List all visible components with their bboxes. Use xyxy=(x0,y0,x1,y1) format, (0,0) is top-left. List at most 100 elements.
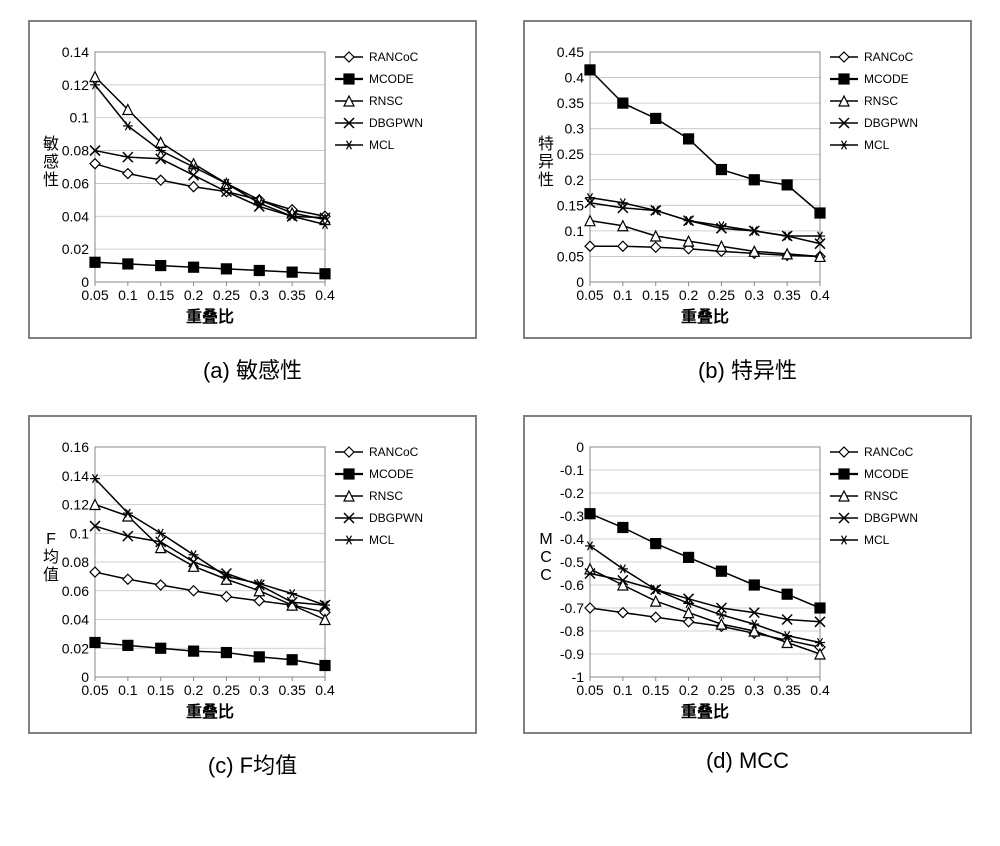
legend-label-rnsc: RNSC xyxy=(369,94,403,108)
x-tick-label: 0.15 xyxy=(147,682,174,698)
legend-label-rancoc: RANCoC xyxy=(864,445,914,459)
y-tick-label: 0.12 xyxy=(62,497,89,513)
y-tick-label: 0.1 xyxy=(70,525,90,541)
marker-rnsc xyxy=(651,596,661,606)
x-tick-label: 0.1 xyxy=(118,682,138,698)
marker-rancoc xyxy=(90,159,100,169)
y-tick-label: 0.14 xyxy=(62,468,89,484)
legend-label-mcode: MCODE xyxy=(864,72,909,86)
legend-label-dbgpwn: DBGPWN xyxy=(864,116,918,130)
panel-d: -1-0.9-0.8-0.7-0.6-0.5-0.4-0.3-0.2-0.100… xyxy=(515,415,980,780)
chart-svg: 00.020.040.060.080.10.120.140.160.050.10… xyxy=(35,427,465,727)
x-tick-label: 0.05 xyxy=(81,682,108,698)
marker-mcode xyxy=(815,603,825,613)
marker-rnsc xyxy=(585,564,595,574)
legend-label-rnsc: RNSC xyxy=(864,489,898,503)
marker-mcode xyxy=(90,257,100,267)
x-tick-label: 0.2 xyxy=(184,682,204,698)
series-line-mcode xyxy=(590,70,820,213)
marker-mcode xyxy=(684,552,694,562)
marker-mcode xyxy=(782,589,792,599)
y-tick-label: -0.9 xyxy=(560,646,584,662)
legend-label-mcode: MCODE xyxy=(864,467,909,481)
x-tick-label: 0.25 xyxy=(708,682,735,698)
marker-mcode xyxy=(716,165,726,175)
y-tick-label: 0.04 xyxy=(62,208,89,224)
y-tick-label: -0.7 xyxy=(560,600,584,616)
x-tick-label: 0.15 xyxy=(147,287,174,303)
marker-mcode xyxy=(189,262,199,272)
marker-rancoc xyxy=(651,612,661,622)
x-tick-label: 0.2 xyxy=(679,682,699,698)
y-tick-label: 0.12 xyxy=(62,77,89,93)
marker-mcode xyxy=(618,523,628,533)
marker-mcode xyxy=(651,539,661,549)
y-axis-title: F均值 xyxy=(43,531,59,584)
marker-rancoc xyxy=(254,596,264,606)
y-tick-label: -0.8 xyxy=(560,623,584,639)
marker-mcode xyxy=(320,661,330,671)
y-tick-label: 0.1 xyxy=(565,223,585,239)
marker-mcode xyxy=(782,180,792,190)
marker-rancoc xyxy=(618,608,628,618)
x-tick-label: 0.35 xyxy=(279,287,306,303)
marker-rancoc xyxy=(684,617,694,627)
x-tick-label: 0.1 xyxy=(613,682,633,698)
marker-mcode xyxy=(287,655,297,665)
x-tick-label: 0.4 xyxy=(315,682,335,698)
y-tick-label: 0.3 xyxy=(565,121,585,137)
y-tick-label: 0.35 xyxy=(557,95,584,111)
marker-rnsc xyxy=(90,72,100,82)
x-tick-label: 0.3 xyxy=(745,682,765,698)
legend-label-rancoc: RANCoC xyxy=(369,50,419,64)
y-tick-label: 0.06 xyxy=(62,175,89,191)
y-tick-label: 0.06 xyxy=(62,583,89,599)
marker-rancoc xyxy=(585,603,595,613)
legend-label-dbgpwn: DBGPWN xyxy=(864,511,918,525)
legend-label-mcl: MCL xyxy=(864,533,890,547)
x-tick-label: 0.3 xyxy=(250,287,270,303)
x-tick-label: 0.25 xyxy=(213,682,240,698)
marker-mcode xyxy=(585,509,595,519)
series-line-mcl xyxy=(95,479,325,606)
y-tick-label: -0.6 xyxy=(560,577,584,593)
marker-dbgpwn xyxy=(189,170,199,180)
legend-label-mcode: MCODE xyxy=(369,467,414,481)
panel-caption: (c) F均值 xyxy=(208,748,297,780)
chart-box: 00.050.10.150.20.250.30.350.40.450.050.1… xyxy=(523,20,972,339)
legend-label-mcode: MCODE xyxy=(369,72,414,86)
marker-mcode xyxy=(123,259,133,269)
chart-svg: -1-0.9-0.8-0.7-0.6-0.5-0.4-0.3-0.2-0.100… xyxy=(530,427,960,727)
y-tick-label: 0.02 xyxy=(62,640,89,656)
legend-label-rnsc: RNSC xyxy=(369,489,403,503)
y-tick-label: 0.4 xyxy=(565,70,585,86)
marker-mcode xyxy=(320,269,330,279)
x-tick-label: 0.3 xyxy=(745,287,765,303)
x-axis-title: 重叠比 xyxy=(681,702,729,721)
marker-rancoc xyxy=(221,592,231,602)
marker-rancoc xyxy=(585,241,595,251)
y-tick-label: 0.2 xyxy=(565,172,585,188)
chart-svg: 00.020.040.060.080.10.120.140.050.10.150… xyxy=(35,32,465,332)
marker-mcode xyxy=(221,648,231,658)
legend-label-mcl: MCL xyxy=(369,138,395,152)
x-axis-title: 重叠比 xyxy=(186,702,234,721)
x-tick-label: 0.4 xyxy=(315,287,335,303)
y-tick-label: 0.08 xyxy=(62,143,89,159)
y-tick-label: 0 xyxy=(576,439,584,455)
panel-caption: (b) 特异性 xyxy=(698,353,797,385)
x-tick-label: 0.05 xyxy=(576,287,603,303)
marker-mcode xyxy=(651,113,661,123)
y-tick-label: 0.05 xyxy=(557,248,584,264)
panel-caption: (a) 敏感性 xyxy=(203,353,302,385)
x-axis-title: 重叠比 xyxy=(681,307,729,326)
x-axis-title: 重叠比 xyxy=(186,307,234,326)
x-tick-label: 0.1 xyxy=(613,287,633,303)
y-tick-label: -0.5 xyxy=(560,554,584,570)
marker-mcode xyxy=(156,261,166,271)
legend-label-mcl: MCL xyxy=(369,533,395,547)
x-tick-label: 0.25 xyxy=(213,287,240,303)
marker-mcode xyxy=(716,566,726,576)
x-tick-label: 0.35 xyxy=(774,682,801,698)
marker-mcode xyxy=(123,640,133,650)
